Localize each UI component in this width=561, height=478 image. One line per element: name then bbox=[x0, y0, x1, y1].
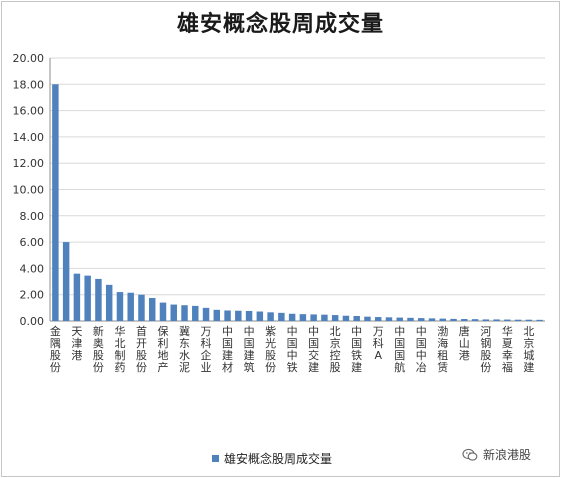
x-tick-label: 华北制药 bbox=[114, 324, 125, 374]
y-tick-label: 16.00 bbox=[13, 105, 45, 118]
bar bbox=[493, 319, 500, 321]
watermark-text: 新浪港股 bbox=[483, 448, 532, 462]
x-tick-label: 万科 A bbox=[373, 325, 384, 362]
bar bbox=[278, 312, 285, 321]
y-tick-label: 14.00 bbox=[13, 131, 45, 144]
x-tick-label: 中国建材 bbox=[222, 325, 233, 374]
bar bbox=[245, 311, 253, 321]
legend-swatch bbox=[212, 455, 219, 462]
x-tick-label: 新奥股份 bbox=[93, 324, 104, 374]
bar bbox=[385, 317, 393, 321]
bar bbox=[73, 273, 81, 321]
legend-label: 雄安概念股周成交量 bbox=[224, 452, 333, 466]
bar bbox=[418, 318, 425, 321]
bar bbox=[450, 318, 457, 321]
y-tick-label: 6.00 bbox=[20, 236, 45, 249]
x-tick-label: 唐山港 bbox=[459, 324, 470, 362]
bar bbox=[170, 304, 177, 321]
y-tick-label: 12.00 bbox=[13, 157, 45, 170]
y-tick-label: 2.00 bbox=[20, 289, 45, 302]
x-tick-label: 紫光股份 bbox=[265, 325, 276, 374]
bar bbox=[288, 313, 296, 321]
y-tick-label: 4.00 bbox=[20, 262, 45, 275]
x-tick-label: 首开股份 bbox=[136, 324, 147, 374]
bar bbox=[149, 297, 156, 321]
bar bbox=[84, 275, 91, 321]
watermark: 新浪港股 bbox=[462, 446, 531, 463]
bar bbox=[159, 302, 167, 321]
y-tick-label: 8.00 bbox=[20, 210, 45, 223]
x-tick-label: 北京控股 bbox=[330, 325, 341, 374]
bar bbox=[353, 316, 360, 321]
bar bbox=[138, 294, 145, 321]
x-tick-label: 华夏幸福 bbox=[502, 324, 513, 374]
bar bbox=[342, 315, 350, 321]
bar bbox=[364, 316, 371, 321]
bar bbox=[256, 311, 264, 321]
x-tick-label: 河钢股份 bbox=[480, 325, 491, 374]
bar bbox=[213, 309, 221, 321]
bar bbox=[116, 292, 124, 321]
bar bbox=[525, 319, 533, 321]
y-tick-label: 20.00 bbox=[13, 52, 45, 65]
bar bbox=[267, 312, 274, 321]
x-tick-label: 北京城建 bbox=[523, 325, 534, 374]
legend: 雄安概念股周成交量 bbox=[212, 450, 332, 467]
bar bbox=[461, 319, 468, 321]
x-tick-label: 中国中冶 bbox=[416, 325, 427, 374]
bar bbox=[396, 317, 403, 321]
x-tick-label: 中国建筑 bbox=[244, 325, 255, 374]
bar bbox=[331, 315, 339, 321]
bar bbox=[127, 292, 134, 321]
bar bbox=[299, 314, 307, 321]
bar bbox=[192, 305, 199, 321]
bar bbox=[471, 319, 479, 321]
x-tick-label: 天津港 bbox=[71, 325, 82, 362]
bar bbox=[95, 278, 102, 321]
bar bbox=[181, 305, 188, 321]
x-tick-label: 冀东水泥 bbox=[179, 324, 190, 374]
bar bbox=[439, 318, 446, 321]
bar bbox=[62, 242, 70, 321]
x-tick-label: 中国中铁 bbox=[287, 325, 298, 374]
y-tick-label: 0.00 bbox=[20, 315, 45, 328]
x-tick-label: 万科企业 bbox=[201, 325, 212, 374]
bar bbox=[407, 317, 414, 321]
bar bbox=[105, 284, 113, 321]
x-tick-label: 中国铁建 bbox=[351, 325, 362, 374]
bar bbox=[52, 84, 59, 321]
x-tick-label: 中国交建 bbox=[308, 325, 319, 374]
bar bbox=[514, 319, 522, 321]
y-tick-label: 18.00 bbox=[13, 78, 45, 91]
bar bbox=[536, 319, 543, 321]
x-tick-label: 金隅股份 bbox=[50, 324, 61, 374]
bar bbox=[202, 307, 210, 321]
wechat-icon bbox=[462, 448, 478, 461]
bar bbox=[482, 319, 490, 321]
chart-title: 雄安概念股周成交量 bbox=[176, 12, 384, 37]
bar bbox=[310, 314, 317, 321]
bar bbox=[224, 310, 231, 321]
bar bbox=[428, 318, 436, 321]
bar bbox=[374, 317, 382, 321]
y-tick-label: 10.00 bbox=[13, 184, 45, 197]
bar bbox=[235, 310, 242, 321]
x-tick-label: 中国国航 bbox=[394, 325, 405, 374]
x-tick-label: 保利地产 bbox=[157, 324, 168, 374]
x-tick-label: 渤海租赁 bbox=[437, 325, 448, 374]
bar bbox=[504, 319, 511, 321]
bar bbox=[321, 314, 328, 321]
